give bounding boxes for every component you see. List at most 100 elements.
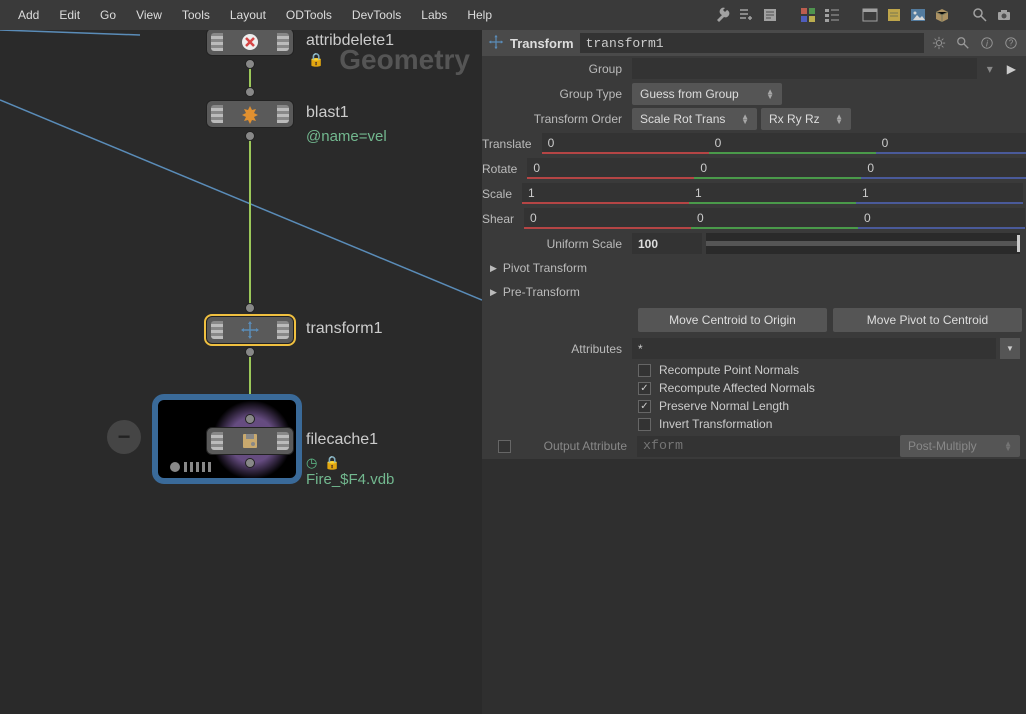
shear-label: Shear <box>482 212 524 226</box>
shear-x-input[interactable] <box>524 208 691 229</box>
wrench-icon[interactable] <box>714 7 730 23</box>
svg-text:i: i <box>986 39 989 49</box>
uniformscale-slider[interactable] <box>706 233 1020 254</box>
scale-y-input[interactable] <box>689 183 856 204</box>
rotate-x-input[interactable] <box>527 158 694 179</box>
image-icon[interactable] <box>910 7 926 23</box>
grid-icon[interactable] <box>800 7 816 23</box>
node-sublabel: Fire_$F4.vdb <box>306 471 394 488</box>
menu-labs[interactable]: Labs <box>411 2 457 28</box>
recompute-affected-normals-checkbox[interactable] <box>638 382 651 395</box>
node-blast1[interactable] <box>206 100 294 128</box>
grouptype-dropdown[interactable]: Guess from Group ▲▼ <box>632 83 782 105</box>
node-attribdelete1[interactable] <box>206 30 294 56</box>
checkbox-label: Recompute Affected Normals <box>659 381 815 395</box>
text-icon[interactable] <box>762 7 778 23</box>
rotate-label: Rotate <box>482 162 527 176</box>
detail-icon[interactable] <box>824 7 840 23</box>
search-icon[interactable] <box>954 34 972 52</box>
camera-icon[interactable] <box>996 7 1012 23</box>
output-attribute-label: Output Attribute <box>519 439 637 453</box>
rotorder-dropdown[interactable]: Rx Ry Rz ▲▼ <box>761 108 851 130</box>
disk-icon <box>240 431 260 451</box>
checkbox-label: Recompute Point Normals <box>659 363 799 377</box>
network-view[interactable]: Geometry attribdelete1 🔒 blast1 @na <box>0 30 482 714</box>
translate-z-input[interactable] <box>876 133 1026 154</box>
menu-devtools[interactable]: DevTools <box>342 2 411 28</box>
info-icon[interactable]: i <box>978 34 996 52</box>
menu-help[interactable]: Help <box>457 2 502 28</box>
clock-icon: ◷ <box>306 455 317 471</box>
group-input[interactable] <box>632 58 977 79</box>
group-label: Group <box>482 62 632 76</box>
translate-y-input[interactable] <box>709 133 876 154</box>
recompute-point-normals-checkbox[interactable] <box>638 364 651 377</box>
checkbox-label: Preserve Normal Length <box>659 399 789 413</box>
transformorder-dropdown[interactable]: Scale Rot Trans ▲▼ <box>632 108 757 130</box>
move-pivot-button[interactable]: Move Pivot to Centroid <box>833 308 1022 332</box>
menu-layout[interactable]: Layout <box>220 2 276 28</box>
collapse-icon[interactable]: − <box>107 420 141 454</box>
shear-z-input[interactable] <box>858 208 1025 229</box>
chevron-right-icon: ▶ <box>490 263 497 274</box>
uniformscale-input[interactable] <box>632 233 702 254</box>
output-attribute-input[interactable] <box>637 436 900 457</box>
group-select-icon[interactable]: ▶ <box>1003 62 1020 76</box>
transform-op-icon <box>488 34 504 53</box>
attributes-label: Attributes <box>482 342 632 356</box>
group-dropdown-icon[interactable]: ▾ <box>981 62 999 76</box>
menu-edit[interactable]: Edit <box>49 2 90 28</box>
list-add-icon[interactable] <box>738 7 754 23</box>
box-icon[interactable] <box>934 7 950 23</box>
translate-x-input[interactable] <box>542 133 709 154</box>
window-icon[interactable] <box>862 7 878 23</box>
delete-icon <box>240 32 260 52</box>
blast-icon <box>240 104 260 124</box>
grouptype-label: Group Type <box>482 87 632 101</box>
pivot-transform-section[interactable]: ▶ Pivot Transform <box>482 256 1026 280</box>
menubar-left: Add Edit Go View Tools Layout ODTools De… <box>8 2 502 28</box>
node-label: attribdelete1 <box>306 32 394 50</box>
output-attribute-mode-dropdown[interactable]: Post-Multiply ▲▼ <box>900 435 1020 457</box>
menu-odtools[interactable]: ODTools <box>276 2 342 28</box>
invert-transformation-checkbox[interactable] <box>638 418 651 431</box>
search-icon[interactable] <box>972 7 988 23</box>
node-filecache1[interactable] <box>206 427 294 455</box>
checkbox-label: Invert Transformation <box>659 417 772 431</box>
rotate-y-input[interactable] <box>694 158 861 179</box>
parameter-panel: Transform i ? Group ▾ ▶ Group Type <box>482 30 1026 714</box>
scale-x-input[interactable] <box>522 183 689 204</box>
uniformscale-label: Uniform Scale <box>482 237 632 251</box>
preserve-normal-length-checkbox[interactable] <box>638 400 651 413</box>
gear-icon[interactable] <box>930 34 948 52</box>
shear-y-input[interactable] <box>691 208 858 229</box>
op-type-label: Transform <box>510 36 574 51</box>
translate-label: Translate <box>482 137 542 151</box>
panel-empty-area <box>482 459 1026 714</box>
lock-icon: 🔒 <box>324 455 340 471</box>
output-attribute-checkbox[interactable] <box>498 440 511 453</box>
menu-view[interactable]: View <box>126 2 172 28</box>
lock-icon: 🔒 <box>308 52 324 68</box>
node-sublabel: @name=vel <box>306 128 387 145</box>
menubar: Add Edit Go View Tools Layout ODTools De… <box>0 0 1026 30</box>
attributes-input[interactable] <box>632 338 996 359</box>
node-label: filecache1 <box>306 431 378 449</box>
scale-z-input[interactable] <box>856 183 1023 204</box>
transformorder-label: Transform Order <box>482 112 632 126</box>
node-label: blast1 <box>306 104 349 122</box>
node-label: transform1 <box>306 320 382 338</box>
scale-label: Scale <box>482 187 522 201</box>
svg-text:?: ? <box>1009 39 1014 48</box>
help-icon[interactable]: ? <box>1002 34 1020 52</box>
pre-transform-section[interactable]: ▶ Pre-Transform <box>482 280 1026 304</box>
node-transform1[interactable] <box>206 316 294 344</box>
move-centroid-button[interactable]: Move Centroid to Origin <box>638 308 827 332</box>
note-icon[interactable] <box>886 7 902 23</box>
menu-tools[interactable]: Tools <box>172 2 220 28</box>
rotate-z-input[interactable] <box>861 158 1026 179</box>
menu-go[interactable]: Go <box>90 2 126 28</box>
node-name-input[interactable] <box>580 33 924 53</box>
attributes-dropdown-icon[interactable]: ▼ <box>1000 338 1020 359</box>
menu-add[interactable]: Add <box>8 2 49 28</box>
